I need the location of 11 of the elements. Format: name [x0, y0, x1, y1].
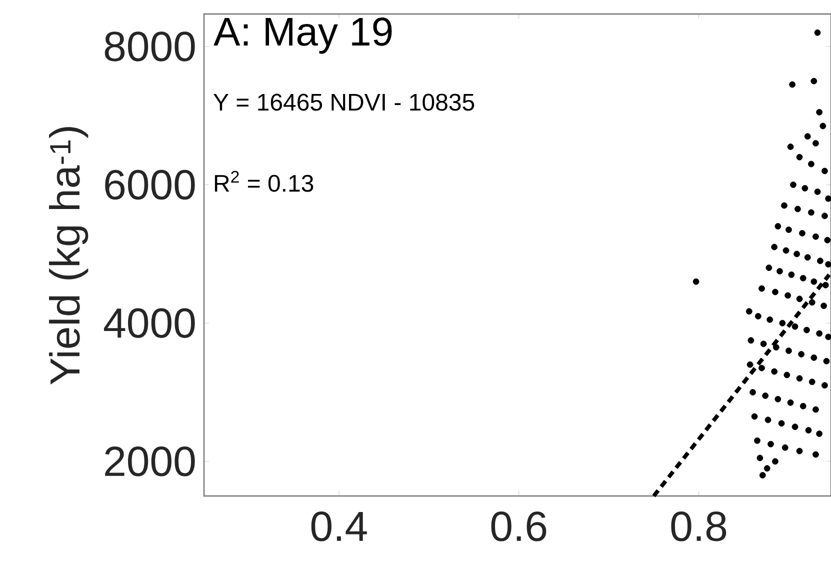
chart-title: A: May 19	[214, 18, 392, 54]
x-tick-label: 0.4	[311, 512, 367, 542]
y-tick-label: 8000	[104, 32, 195, 62]
annotation: R$^{2}$ = 0.13	[214, 170, 314, 192]
y-tick-label: 6000	[105, 170, 195, 200]
y-tick-label: 4000	[104, 308, 195, 338]
x-tick-label: 0.8	[671, 512, 726, 542]
x-tick-label: 0.6	[491, 512, 546, 542]
annotation: Y = 16465 NDVI - 10835	[214, 94, 474, 111]
y-axis-title: Yield (kg ha$^{-1}$)	[49, 127, 88, 384]
y-tick-label: 2000	[105, 446, 195, 476]
